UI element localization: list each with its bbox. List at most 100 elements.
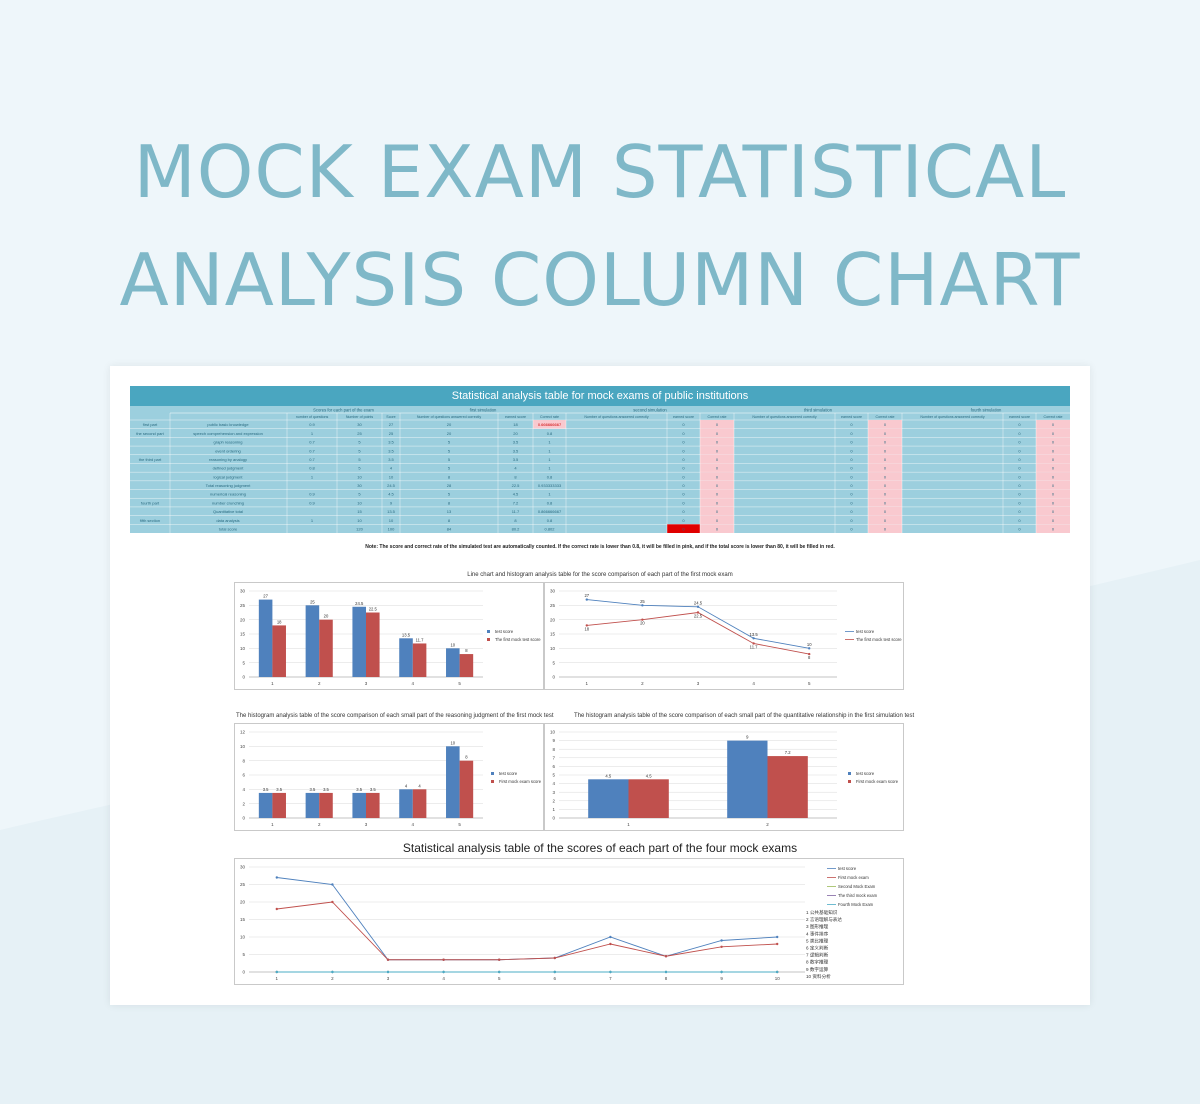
table-column-header: Number of points: [346, 415, 374, 419]
x-tick-label: 6: [554, 976, 557, 981]
table-cell: 8: [448, 474, 451, 479]
y-tick-label: 25: [240, 603, 246, 608]
table-cell: 0: [716, 474, 719, 479]
table-cell: 0: [884, 422, 887, 427]
y-tick-label: 2: [242, 801, 245, 806]
y-tick-label: 0: [242, 675, 245, 680]
bar-mock-score: [366, 612, 380, 677]
table-group-header: third simulation: [804, 408, 833, 413]
table-cell: 0: [716, 500, 719, 505]
table-cell: 7.2: [513, 500, 519, 505]
bar-mock-score: [272, 625, 286, 677]
table-row-label: Total reasoning judgment: [206, 483, 252, 488]
table-cell: 5: [448, 492, 451, 497]
bar-test-score: [727, 740, 768, 818]
table-cell-pink: [1036, 506, 1070, 516]
table-cell: 25: [357, 431, 362, 436]
chart-2-svg: 0 5 10 15 20 25 30 1 2 3 4 5 27 25 24.5 13.5 10 18 20 22.5 1…: [550, 589, 902, 686]
table-row-label: defined judgment: [213, 466, 245, 471]
table-cell-pink: [700, 524, 734, 533]
table-row-label: event ordering: [215, 448, 241, 453]
table-cell: 0: [1018, 440, 1021, 445]
data-point: [498, 970, 501, 974]
y-tick-label: 15: [240, 917, 246, 922]
table-cell: 0: [850, 483, 853, 488]
data-label: 25: [310, 599, 315, 604]
table-cell: 10: [357, 474, 362, 479]
legend-label: First mock exam score: [499, 779, 542, 784]
table-cell-pink: [1036, 454, 1070, 464]
legend-label: The first mock test score: [495, 637, 541, 642]
table-cell: 28: [447, 483, 452, 488]
table-cell: 0: [716, 466, 719, 471]
bar-test-score: [258, 599, 273, 677]
table-cell: 22.5: [512, 483, 521, 488]
table-cell: 4.5: [513, 492, 519, 497]
y-tick-label: 9: [552, 738, 555, 743]
table-cell: 0: [850, 466, 853, 471]
table-cell: 0: [884, 431, 887, 436]
table-cell-pink: [868, 506, 902, 516]
legend-swatch: [487, 630, 490, 633]
table-cell: 120: [356, 527, 363, 532]
table-column-header: Score: [386, 415, 395, 419]
y-tick-label: 30: [240, 589, 246, 594]
table-cell-pink: [1036, 524, 1070, 533]
table-cell: 0: [1018, 527, 1021, 532]
data-point: [331, 900, 334, 904]
table-cell: 20: [447, 431, 452, 436]
y-tick-label: 6: [552, 764, 555, 769]
data-label: 3.5: [263, 787, 269, 792]
table-cell-pink: [868, 472, 902, 481]
table-cell: 0: [716, 483, 719, 488]
data-point: [752, 642, 755, 645]
data-label: 20: [324, 614, 329, 619]
statistics-table: Scores for each part of the exam first si…: [130, 406, 1070, 533]
table-cell: 0: [1018, 474, 1021, 479]
series-line: [276, 901, 778, 961]
table-cell: 10: [357, 500, 362, 505]
y-tick-label: 4: [242, 787, 245, 792]
data-label: 10: [450, 642, 455, 647]
x-tick-label: 4: [412, 822, 415, 827]
bar-test-score: [399, 789, 413, 818]
table-cell: 18: [513, 422, 518, 427]
table-group-header: second simulation: [633, 408, 667, 413]
table-cell: 0: [850, 509, 853, 514]
x-tick-label: 9: [720, 976, 723, 981]
chart-1-svg: 0 5 10 15 20 25 30 1 2 3 4 5 27 25 24.5 13.5 10 18 20 22.5 1…: [240, 589, 541, 686]
table-column-header: Correct rate: [1044, 415, 1063, 419]
data-label: 8: [808, 655, 811, 660]
table-cell: 10: [357, 518, 362, 523]
x-tick-label: 7: [609, 976, 612, 981]
table-cell-pink: [1036, 463, 1070, 473]
chart-3-bar: 0 2 4 6 8 10 12 1 2 3 4 5 3.5 3.5 3.5 4 10 3.5 3.5 3.5 4 8 tes…: [234, 723, 544, 831]
table-row-label: number crunching: [212, 500, 244, 505]
data-label: 4: [405, 783, 408, 788]
data-point: [720, 970, 723, 974]
legend-label: The first mock test score: [856, 637, 902, 642]
bar-mock-score: [319, 619, 333, 677]
table-cell: 0: [850, 527, 853, 532]
table-row-label: data analysis: [216, 518, 239, 523]
table-cell: 5: [358, 440, 361, 445]
y-tick-label: 7: [552, 755, 555, 760]
table-cell: 8: [514, 474, 517, 479]
category-legend-label: 3 图形推理: [806, 923, 829, 930]
legend-label: Second Mock Exam: [838, 884, 876, 889]
table-cell-pink: [700, 515, 734, 525]
legend-label: test score: [856, 629, 875, 634]
y-tick-label: 15: [240, 632, 246, 637]
table-cell: 100: [388, 527, 395, 532]
data-point: [641, 618, 644, 621]
x-tick-label: 1: [271, 681, 274, 686]
x-tick-label: 3: [365, 681, 368, 686]
data-label: 18: [584, 626, 589, 631]
y-tick-label: 5: [552, 773, 555, 778]
data-label: 3.5: [309, 787, 315, 792]
table-cell: 1: [311, 431, 314, 436]
table-row-label: public basic knowledge: [207, 422, 249, 427]
table-cell: 0: [682, 440, 685, 445]
table-cell: 25: [389, 431, 394, 436]
